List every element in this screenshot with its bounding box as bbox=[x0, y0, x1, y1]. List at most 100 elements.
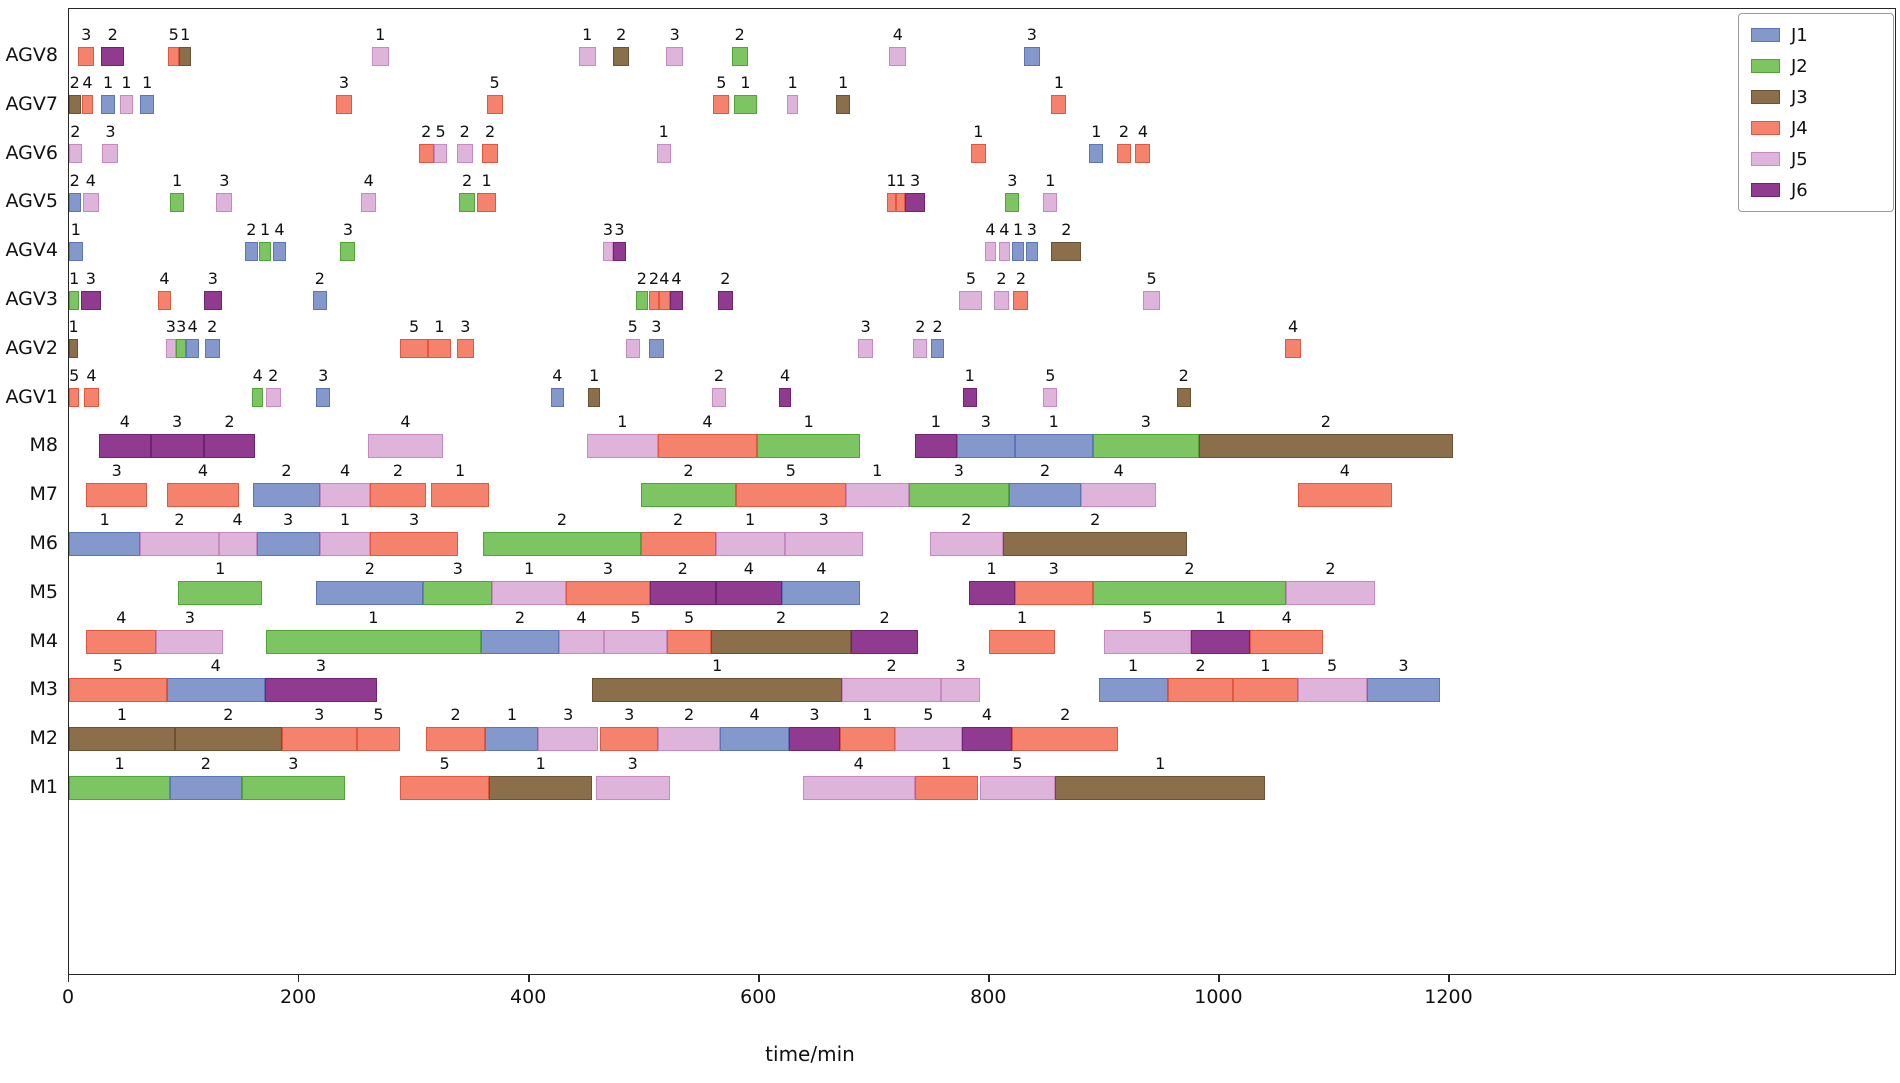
bar-op-label: 1 bbox=[68, 317, 79, 337]
bar-op-label: 3 bbox=[669, 24, 680, 44]
y-axis-label-agv1: AGV1 bbox=[5, 385, 58, 408]
bar-op-label: 3 bbox=[342, 219, 354, 239]
legend-item-j5: J5 bbox=[1751, 147, 1881, 171]
gantt-bar-agv5-j5-op4 bbox=[361, 192, 377, 212]
bar-op-label: 1 bbox=[803, 412, 814, 432]
gantt-bar-m7-j4-op4 bbox=[166, 483, 240, 508]
bar-op-label: 4 bbox=[82, 73, 93, 93]
bar-op-label: 2 bbox=[1040, 461, 1051, 481]
bar-op-label: 2 bbox=[1325, 558, 1336, 578]
gantt-bar-agv2-j1-op4 bbox=[186, 339, 199, 359]
gantt-bar-m6-j5-op4 bbox=[218, 532, 257, 556]
legend-item-j1: J1 bbox=[1751, 23, 1881, 47]
bar-op-label: 5 bbox=[168, 24, 179, 44]
gantt-bar-agv5-j6-op3 bbox=[905, 192, 925, 212]
bar-op-label: 5 bbox=[373, 705, 384, 725]
bar-op-label: 4 bbox=[659, 268, 670, 288]
gantt-bar-m7-j1-op2 bbox=[253, 483, 320, 508]
bar-op-label: 3 bbox=[602, 558, 614, 578]
y-axis-label-m8: M8 bbox=[29, 434, 58, 457]
legend-item-j3: J3 bbox=[1751, 85, 1881, 109]
gantt-bar-agv2-j3-op1 bbox=[69, 339, 79, 359]
bar-op-label: 4 bbox=[187, 317, 198, 337]
gantt-bar-agv7-j4-op3 bbox=[335, 95, 352, 115]
y-axis-label-agv2: AGV2 bbox=[5, 336, 58, 359]
gantt-bar-m6-j5-op1 bbox=[319, 532, 371, 556]
gantt-bar-m1-j2-op1 bbox=[69, 776, 171, 800]
bar-op-label: 5 bbox=[69, 366, 80, 386]
bar-op-label: 2 bbox=[224, 412, 235, 432]
gantt-bar-m2-j6-op3 bbox=[789, 727, 840, 752]
gantt-bar-m2-j4-op2 bbox=[425, 727, 486, 752]
y-axis-label-m5: M5 bbox=[29, 580, 58, 603]
y-axis-label-m6: M6 bbox=[29, 532, 58, 554]
gantt-bar-m2-j4-op3 bbox=[281, 727, 357, 752]
gantt-bar-m1-j1-op2 bbox=[170, 776, 242, 800]
bar-op-label: 1 bbox=[121, 73, 132, 93]
bar-op-label: 3 bbox=[563, 705, 574, 725]
bar-op-label: 1 bbox=[180, 24, 191, 44]
gantt-bar-m6-j5-op1 bbox=[715, 532, 785, 556]
gantt-bar-m1-j5-op4 bbox=[802, 776, 915, 800]
y-axis-label-m7: M7 bbox=[29, 483, 58, 506]
bar-op-label: 4 bbox=[780, 366, 791, 386]
bar-op-label: 3 bbox=[172, 412, 183, 432]
gantt-bar-agv6-j5-op5 bbox=[433, 144, 448, 164]
gantt-bar-agv5-j5-op1 bbox=[1043, 192, 1058, 212]
bar-op-label: 1 bbox=[941, 754, 952, 773]
bar-op-label: 1 bbox=[260, 219, 271, 239]
bar-op-label: 4 bbox=[981, 705, 993, 725]
gantt-bar-agv7-j4-op4 bbox=[81, 95, 94, 115]
bar-op-label: 1 bbox=[481, 170, 492, 190]
bar-op-label: 1 bbox=[340, 510, 351, 529]
gantt-bar-m7-j5-op1 bbox=[845, 483, 909, 508]
x-tick-label: 1000 bbox=[1194, 986, 1243, 1008]
gantt-bar-agv6-j5-op1 bbox=[656, 144, 671, 164]
bar-op-label: 2 bbox=[915, 317, 926, 337]
x-tick-label: 400 bbox=[510, 986, 547, 1008]
x-tick-label: 600 bbox=[740, 986, 777, 1008]
gantt-bar-agv3-j4-op2 bbox=[648, 290, 660, 310]
gantt-bar-m4-j6-op2 bbox=[851, 629, 918, 654]
gantt-bar-m8-j1-op1 bbox=[1014, 434, 1093, 459]
bar-op-label: 1 bbox=[964, 366, 975, 386]
gantt-bar-agv5-j4-op1 bbox=[896, 192, 906, 212]
gantt-bar-agv1-j6-op4 bbox=[778, 388, 792, 408]
bar-op-label: 2 bbox=[461, 170, 473, 190]
bar-op-label: 1 bbox=[524, 558, 535, 578]
bar-op-label: 5 bbox=[1012, 754, 1023, 773]
bar-op-label: 4 bbox=[671, 268, 682, 288]
x-axis-tick bbox=[758, 975, 760, 982]
bar-op-label: 4 bbox=[1137, 122, 1148, 142]
gantt-bar-agv6-j4-op4 bbox=[1135, 144, 1151, 164]
bar-op-label: 4 bbox=[85, 170, 96, 190]
bar-op-label: 3 bbox=[910, 170, 921, 190]
gantt-bar-m2-j3-op1 bbox=[69, 727, 175, 752]
bar-op-label: 5 bbox=[627, 317, 638, 337]
gantt-bar-m2-j4-op1 bbox=[839, 727, 895, 752]
y-axis-label-agv7: AGV7 bbox=[5, 92, 58, 115]
gantt-bar-agv8-j5-op1 bbox=[371, 46, 389, 66]
gantt-bar-m6-j5-op2 bbox=[929, 532, 1004, 556]
bar-op-label: 5 bbox=[923, 705, 934, 725]
bar-op-label: 1 bbox=[368, 607, 379, 627]
bar-op-label: 2 bbox=[70, 122, 81, 142]
bar-op-label: 2 bbox=[734, 24, 745, 44]
bar-op-label: 1 bbox=[872, 461, 883, 481]
x-tick-label: 1200 bbox=[1424, 986, 1473, 1008]
gantt-bar-agv7-j4-op5 bbox=[486, 95, 503, 115]
bar-op-label: 2 bbox=[1184, 558, 1195, 578]
bar-op-label: 5 bbox=[630, 607, 641, 627]
bar-op-label: 1 bbox=[535, 754, 546, 773]
gantt-bar-m7-j2-op3 bbox=[908, 483, 1009, 508]
gantt-bar-m8-j4-op4 bbox=[658, 434, 757, 459]
bar-op-label: 5 bbox=[716, 73, 727, 93]
bar-op-label: 2 bbox=[648, 268, 660, 288]
gantt-bar-m8-j2-op3 bbox=[1092, 434, 1199, 459]
bar-op-label: 4 bbox=[749, 705, 760, 725]
bar-op-label: 3 bbox=[176, 317, 187, 337]
gantt-bar-m3-j5-op2 bbox=[842, 678, 941, 703]
bar-op-label: 2 bbox=[677, 558, 688, 578]
gantt-bar-agv7-j1-op1 bbox=[140, 95, 155, 115]
bar-op-label: 3 bbox=[452, 558, 463, 578]
